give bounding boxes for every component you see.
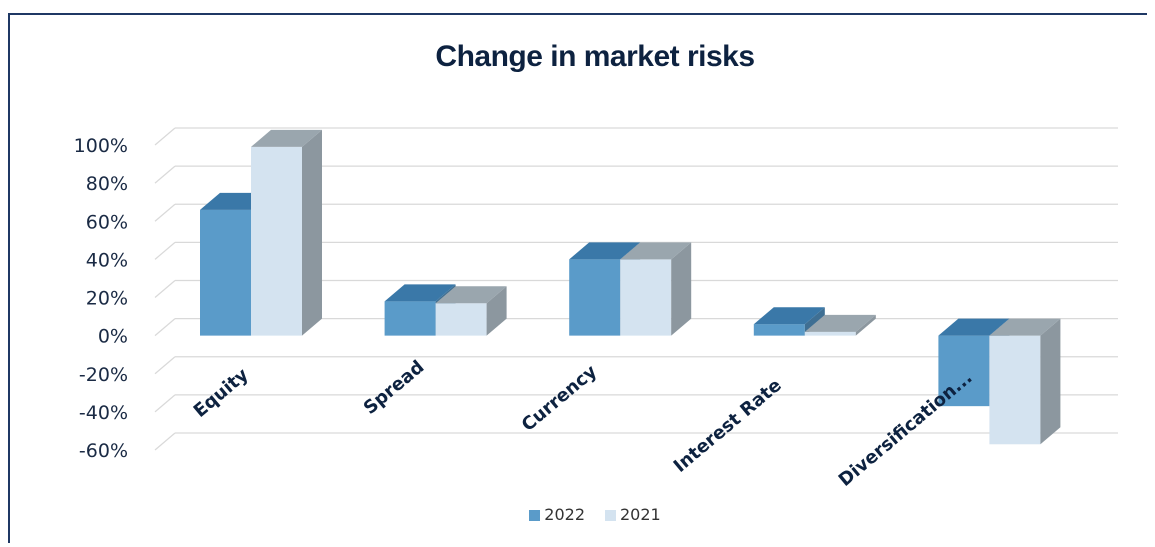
category-label: Equity xyxy=(190,364,253,422)
bar-top xyxy=(753,307,825,325)
category-label: Diversification... xyxy=(835,367,977,491)
category-label: Currency xyxy=(518,361,602,436)
bar-side xyxy=(855,314,876,336)
bar-2021-3 xyxy=(804,314,876,336)
legend-item-2022: 2022 xyxy=(529,505,585,524)
bar-front xyxy=(804,331,856,336)
legend-swatch xyxy=(529,510,541,521)
y-tick-label: -60% xyxy=(79,440,128,462)
gridline-diagonal xyxy=(154,203,176,222)
chart-plot: 100% 80% 60% 40% 20% 0% -20% -40% -60% Equity Spre… xyxy=(74,127,1118,491)
chart-title: Change in market risks xyxy=(435,40,755,73)
bar-top xyxy=(569,242,641,260)
bar-front xyxy=(989,335,1041,445)
bar-side xyxy=(1040,318,1061,445)
legend-label: 2021 xyxy=(620,505,661,524)
chart-frame xyxy=(8,13,1147,543)
y-axis: 100% 80% 60% 40% 20% 0% -20% -40% -60% xyxy=(74,135,128,462)
y-tick-label: -20% xyxy=(79,364,128,386)
x-axis: Equity Spread Currency Interest Rate Diversi… xyxy=(190,356,977,490)
gridline-diagonal xyxy=(154,280,176,298)
gridline-diagonal xyxy=(154,318,176,337)
bar-top xyxy=(989,318,1061,336)
bar-front xyxy=(384,301,436,336)
gridline-diagonal xyxy=(154,127,176,146)
bar-top xyxy=(251,129,322,147)
bar-top xyxy=(435,286,507,304)
y-tick-label: 40% xyxy=(86,249,128,271)
category-label: Spread xyxy=(360,356,429,418)
bar-2021-1 xyxy=(435,286,507,336)
bar-side xyxy=(302,129,322,336)
chart-legend: 2022 2021 xyxy=(0,505,1155,524)
bar-side xyxy=(486,286,507,336)
y-tick-label: 80% xyxy=(86,173,128,195)
y-tick-label: 0% xyxy=(98,326,128,348)
bar-2021-2 xyxy=(620,242,692,336)
category-label: Interest Rate xyxy=(670,375,786,477)
bar-top xyxy=(384,284,456,302)
gridline-diagonal xyxy=(154,356,176,375)
bar-2021-0 xyxy=(251,129,322,336)
bar-top xyxy=(804,314,876,332)
legend-item-2021: 2021 xyxy=(605,505,661,524)
bar-side xyxy=(671,242,692,336)
bar-2021-4 xyxy=(989,318,1061,445)
gridline-diagonal xyxy=(154,432,176,451)
y-tick-label: -40% xyxy=(79,402,128,424)
bar-front xyxy=(435,303,487,336)
bar-front xyxy=(200,209,251,336)
legend-swatch xyxy=(605,510,616,521)
y-tick-label: 20% xyxy=(86,288,128,310)
bar-top xyxy=(938,318,1010,336)
y-tick-label: 100% xyxy=(74,135,128,157)
gridline-diagonal xyxy=(154,394,176,413)
gridline-diagonal xyxy=(154,165,176,184)
bar-front xyxy=(753,324,805,336)
bar-front xyxy=(938,335,990,407)
bar-front xyxy=(569,259,621,336)
bar-top xyxy=(620,242,692,260)
bar-front xyxy=(620,259,672,336)
bars xyxy=(200,129,1061,445)
gridline-diagonal xyxy=(154,241,176,260)
y-tick-label: 60% xyxy=(86,211,128,233)
bar-front xyxy=(251,146,302,336)
legend-label: 2022 xyxy=(544,505,585,524)
